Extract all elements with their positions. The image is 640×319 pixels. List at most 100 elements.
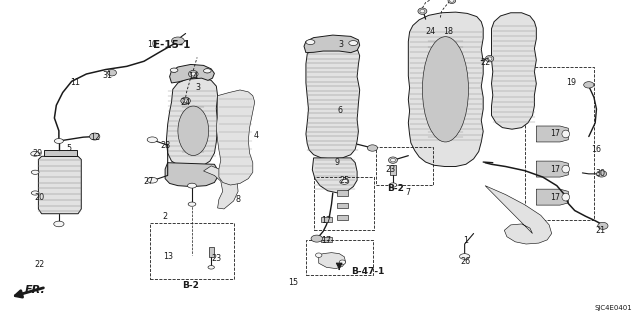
Text: 11: 11 bbox=[70, 78, 81, 87]
Polygon shape bbox=[492, 13, 536, 129]
Bar bbox=[209, 247, 214, 257]
Bar bbox=[376, 147, 433, 185]
Ellipse shape bbox=[584, 82, 594, 88]
Ellipse shape bbox=[562, 130, 570, 138]
Text: E-15-1: E-15-1 bbox=[153, 40, 190, 50]
Bar bbox=[525, 67, 594, 220]
Bar bbox=[390, 165, 396, 175]
Text: 5: 5 bbox=[67, 144, 72, 153]
Polygon shape bbox=[204, 166, 238, 209]
Text: 12: 12 bbox=[90, 133, 100, 142]
Text: 15: 15 bbox=[288, 278, 298, 287]
Polygon shape bbox=[165, 163, 218, 187]
Text: 17: 17 bbox=[550, 193, 561, 202]
Text: 31: 31 bbox=[102, 71, 113, 80]
Polygon shape bbox=[485, 186, 552, 244]
Text: 14: 14 bbox=[188, 72, 198, 81]
Text: 17: 17 bbox=[550, 165, 561, 174]
Ellipse shape bbox=[418, 8, 427, 14]
Text: SJC4E0401: SJC4E0401 bbox=[595, 305, 632, 311]
Text: 1: 1 bbox=[463, 236, 468, 245]
Text: 23: 23 bbox=[211, 254, 221, 263]
Text: 9: 9 bbox=[335, 158, 340, 167]
Polygon shape bbox=[306, 40, 360, 159]
Text: 27: 27 bbox=[143, 177, 154, 186]
Ellipse shape bbox=[178, 106, 209, 156]
Ellipse shape bbox=[420, 10, 425, 13]
Ellipse shape bbox=[390, 159, 396, 162]
Polygon shape bbox=[408, 12, 483, 167]
Bar bbox=[314, 177, 374, 230]
Text: 3: 3 bbox=[338, 40, 343, 49]
Ellipse shape bbox=[460, 254, 470, 259]
Polygon shape bbox=[304, 35, 360, 53]
Ellipse shape bbox=[171, 68, 177, 72]
Ellipse shape bbox=[31, 151, 40, 156]
Ellipse shape bbox=[108, 70, 116, 76]
Polygon shape bbox=[312, 158, 357, 193]
Ellipse shape bbox=[180, 97, 191, 104]
Ellipse shape bbox=[388, 157, 397, 163]
Ellipse shape bbox=[183, 99, 188, 103]
Text: FR.: FR. bbox=[25, 285, 45, 295]
Text: 17: 17 bbox=[321, 236, 332, 245]
Ellipse shape bbox=[188, 70, 198, 78]
Text: B-2: B-2 bbox=[182, 281, 199, 290]
Text: 13: 13 bbox=[163, 252, 173, 261]
Ellipse shape bbox=[204, 69, 211, 73]
Ellipse shape bbox=[339, 260, 346, 264]
Text: 22: 22 bbox=[480, 58, 490, 67]
Ellipse shape bbox=[172, 37, 184, 45]
Polygon shape bbox=[536, 126, 568, 142]
Polygon shape bbox=[170, 64, 214, 83]
Ellipse shape bbox=[422, 37, 468, 142]
Text: 21: 21 bbox=[595, 226, 605, 235]
Text: 6: 6 bbox=[338, 106, 343, 115]
Ellipse shape bbox=[316, 253, 322, 257]
Text: 23: 23 bbox=[385, 165, 396, 174]
Ellipse shape bbox=[31, 191, 39, 195]
Text: B-47-1: B-47-1 bbox=[351, 267, 385, 276]
Ellipse shape bbox=[367, 145, 378, 151]
Text: 18: 18 bbox=[443, 27, 453, 36]
Text: B-2: B-2 bbox=[387, 184, 404, 193]
Text: 20: 20 bbox=[35, 193, 45, 202]
Ellipse shape bbox=[486, 56, 494, 62]
Ellipse shape bbox=[191, 72, 196, 76]
Text: 24: 24 bbox=[425, 27, 435, 36]
Text: 4: 4 bbox=[253, 131, 259, 140]
Text: 17: 17 bbox=[550, 130, 561, 138]
Polygon shape bbox=[337, 190, 348, 196]
Text: 10: 10 bbox=[147, 40, 157, 49]
Polygon shape bbox=[321, 237, 332, 242]
Ellipse shape bbox=[147, 177, 157, 183]
Text: 29: 29 bbox=[32, 149, 42, 158]
Ellipse shape bbox=[306, 40, 315, 45]
Polygon shape bbox=[337, 203, 348, 208]
Text: 17: 17 bbox=[321, 216, 332, 225]
Text: 3: 3 bbox=[196, 83, 201, 92]
Polygon shape bbox=[38, 156, 81, 214]
Text: 24: 24 bbox=[180, 98, 191, 107]
Ellipse shape bbox=[349, 41, 358, 46]
Ellipse shape bbox=[450, 0, 454, 2]
Text: 25: 25 bbox=[339, 176, 349, 185]
Text: 7: 7 bbox=[406, 189, 411, 197]
Ellipse shape bbox=[188, 183, 196, 188]
Polygon shape bbox=[166, 77, 218, 168]
Ellipse shape bbox=[188, 202, 196, 206]
Polygon shape bbox=[216, 90, 255, 185]
Polygon shape bbox=[536, 189, 568, 205]
Ellipse shape bbox=[562, 165, 570, 173]
Ellipse shape bbox=[170, 68, 178, 72]
Text: 30: 30 bbox=[595, 169, 605, 178]
Text: 28: 28 bbox=[160, 141, 170, 150]
Polygon shape bbox=[319, 253, 346, 269]
Ellipse shape bbox=[562, 193, 570, 201]
Text: 2: 2 bbox=[163, 212, 168, 221]
Ellipse shape bbox=[208, 265, 214, 269]
Ellipse shape bbox=[487, 57, 492, 61]
Polygon shape bbox=[321, 217, 332, 222]
Ellipse shape bbox=[598, 222, 608, 229]
Ellipse shape bbox=[54, 138, 63, 144]
